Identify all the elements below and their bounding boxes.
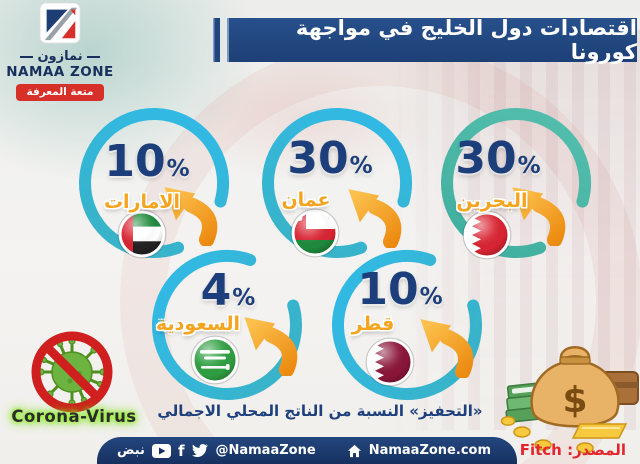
- oman-percent: 30%: [287, 133, 373, 184]
- uae-flag-icon: [117, 209, 167, 259]
- title-accent-bar: [213, 18, 220, 62]
- source-label: المصدر:: [567, 441, 626, 459]
- logo-dash-right: [20, 55, 34, 58]
- country-rings: [79, 108, 591, 400]
- home-icon[interactable]: [347, 444, 362, 458]
- bahrain-ring: [441, 108, 591, 258]
- oman-ring: [262, 108, 412, 258]
- saudi-arrow-icon: [244, 317, 289, 369]
- saudi-flag-icon: [190, 335, 240, 385]
- social-handle[interactable]: @NamaaZone: [215, 443, 316, 458]
- qatar-arrow-icon: [420, 319, 465, 371]
- logo-tagline: متعة المعرفة: [16, 84, 104, 101]
- uae-percent: 10%: [104, 136, 190, 187]
- bahrain-flag-icon: [462, 210, 512, 260]
- website-link[interactable]: NamaaZone.com: [368, 443, 491, 458]
- nabd-label[interactable]: نبض: [117, 443, 145, 458]
- oman-flag-icon: [290, 208, 340, 258]
- twitter-icon[interactable]: [191, 443, 209, 458]
- oman-label: عمان: [281, 189, 331, 211]
- logo-brand-english: NAMAA ZONE: [6, 64, 114, 80]
- qatar-percent: 10%: [357, 264, 443, 315]
- uae-ring: [79, 108, 229, 258]
- bahrain-percent: 30%: [455, 133, 541, 184]
- saudi-label: السعودية: [155, 313, 241, 335]
- background-city-texture: [390, 30, 640, 430]
- scattered-coins: [500, 416, 594, 454]
- bahrain-label: البحرين: [456, 190, 528, 212]
- qatar-label: قطر: [351, 313, 395, 335]
- qatar-flag-icon: [365, 337, 415, 387]
- facebook-icon[interactable]: f: [177, 441, 185, 460]
- page-title: اقتصادات دول الخليج في مواجهة كورونا: [227, 16, 637, 64]
- qatar-ring: [332, 250, 482, 400]
- brand-logo: نمازون NAMAA ZONE متعة المعرفة: [6, 2, 114, 101]
- corona-virus-caption: Corona-Virus: [11, 407, 137, 426]
- footnote: «التحفيز» النسبة من الناتج المحلي الاجما…: [157, 402, 483, 420]
- corona-prohibition-icon: [31, 331, 113, 413]
- source-value: Fitch: [519, 441, 562, 459]
- money-illustration: $: [500, 346, 639, 454]
- saudi-ring: [152, 250, 302, 400]
- social-bar: نبض f @NamaaZone NamaaZone.com: [97, 437, 517, 464]
- svg-text:$: $: [562, 380, 587, 421]
- oman-arrow-icon: [348, 189, 393, 241]
- source-credit: المصدر: Fitch: [520, 441, 626, 459]
- logo-dash-left: [86, 55, 100, 58]
- youtube-icon[interactable]: [151, 443, 171, 458]
- flag-badges: [117, 208, 512, 387]
- namaa-zone-logo-icon: [39, 2, 81, 44]
- saudi-percent: 4%: [200, 265, 256, 316]
- logo-brand-arabic: نمازون: [37, 49, 83, 64]
- uae-label: الامارات: [103, 191, 181, 213]
